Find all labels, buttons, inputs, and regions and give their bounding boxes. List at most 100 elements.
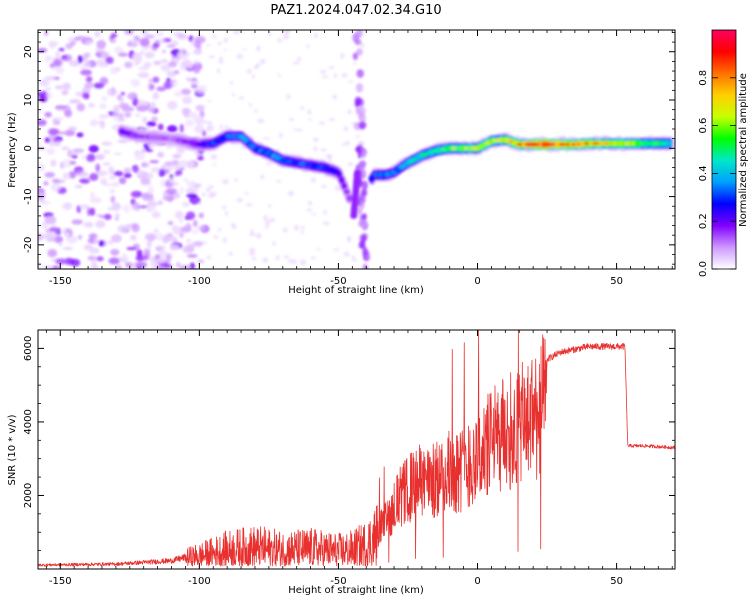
noise-blob	[184, 119, 194, 127]
noise-blob	[81, 92, 90, 99]
noise-blob	[187, 112, 198, 119]
noise-blob	[356, 135, 360, 139]
noise-blob	[39, 200, 51, 205]
noise-blob	[44, 137, 51, 144]
noise-blob	[93, 237, 99, 245]
noise-blob	[327, 157, 332, 164]
noise-blob	[108, 166, 115, 175]
noise-blob	[192, 241, 204, 246]
colorbar-tick-label: 0.6	[698, 118, 709, 134]
noise-blob	[186, 254, 198, 258]
spectrogram-ylabel: Frequency (Hz)	[7, 112, 18, 188]
noise-blob	[208, 55, 216, 59]
noise-blob	[144, 51, 155, 59]
colorbar-tick-label: 0.8	[698, 70, 709, 86]
noise-blob	[297, 57, 302, 61]
noise-blob	[149, 160, 160, 164]
noise-blob	[231, 93, 235, 97]
noise-blob	[167, 235, 178, 244]
noise-blob	[300, 226, 305, 230]
noise-blob	[50, 265, 61, 269]
colorbar-tick-label: 0.4	[698, 165, 709, 181]
noise-blob	[348, 80, 354, 83]
noise-blob	[136, 266, 143, 269]
noise-blob	[191, 228, 199, 234]
ridge-mark	[338, 178, 345, 182]
noise-blob	[183, 178, 188, 182]
noise-blob	[249, 232, 256, 237]
noise-blob	[346, 237, 351, 243]
x-tick-label: -100	[188, 276, 211, 287]
ridge-mark	[336, 172, 343, 177]
noise-blob	[178, 217, 184, 224]
noise-blob	[246, 68, 253, 74]
noise-blob	[89, 247, 100, 254]
noise-blob	[263, 215, 269, 221]
noise-blob	[80, 69, 92, 76]
spectrogram-marks	[38, 30, 675, 269]
noise-blob	[267, 204, 272, 208]
noise-blob	[152, 92, 160, 100]
noise-blob	[112, 112, 118, 121]
noise-blob	[110, 195, 116, 203]
noise-blob	[173, 91, 184, 97]
x-tick-label: -50	[330, 276, 346, 287]
y-tick-label: 0	[23, 145, 34, 151]
noise-blob	[43, 265, 52, 269]
noise-blob	[217, 228, 222, 232]
noise-blob	[155, 265, 166, 269]
noise-blob	[217, 41, 223, 46]
noise-blob	[119, 103, 130, 107]
noise-blob	[153, 228, 159, 234]
noise-blob	[88, 103, 96, 108]
noise-blob	[84, 82, 95, 89]
noise-blob	[312, 137, 319, 142]
noise-blob	[181, 96, 193, 105]
noise-blob	[169, 244, 180, 251]
noise-blob	[125, 262, 133, 268]
noise-blob	[307, 200, 313, 206]
noise-blob	[221, 179, 229, 185]
streak-blob	[357, 151, 362, 159]
noise-blob	[272, 241, 276, 247]
spectrogram-xlabel: Height of straight line (km)	[288, 285, 424, 296]
noise-blob	[228, 251, 234, 256]
noise-blob	[130, 78, 141, 88]
streak-blob	[358, 193, 364, 202]
noise-blob	[255, 62, 260, 69]
noise-blob	[139, 37, 150, 47]
noise-blob	[89, 263, 99, 269]
noise-blob	[218, 59, 224, 64]
noise-blob	[135, 254, 145, 262]
streak-blob	[354, 100, 360, 108]
noise-blob	[233, 30, 240, 35]
noise-blob	[351, 254, 355, 261]
streak-blob	[356, 69, 365, 78]
noise-blob	[52, 58, 64, 68]
noise-blob	[193, 48, 203, 55]
noise-blob	[206, 255, 212, 260]
ridge-group	[117, 123, 675, 219]
noise-blob	[186, 193, 198, 198]
noise-blob	[213, 163, 217, 166]
noise-blob	[206, 126, 211, 133]
noise-blob	[174, 173, 180, 177]
noise-blob	[179, 232, 184, 238]
noise-blob	[134, 152, 146, 161]
noise-blob	[147, 186, 154, 196]
noise-blob	[149, 102, 156, 108]
noise-blob	[102, 149, 111, 154]
noise-blob	[154, 254, 161, 260]
noise-blob	[43, 181, 49, 186]
noise-blob	[223, 48, 227, 52]
noise-blob	[140, 50, 145, 55]
noise-blob	[179, 186, 184, 195]
noise-blob	[328, 117, 336, 122]
noise-blob	[61, 90, 69, 96]
noise-blob	[251, 74, 255, 79]
noise-blob	[102, 162, 111, 166]
noise-blob	[205, 44, 212, 47]
noise-blob	[95, 213, 103, 218]
noise-blob	[243, 192, 250, 195]
